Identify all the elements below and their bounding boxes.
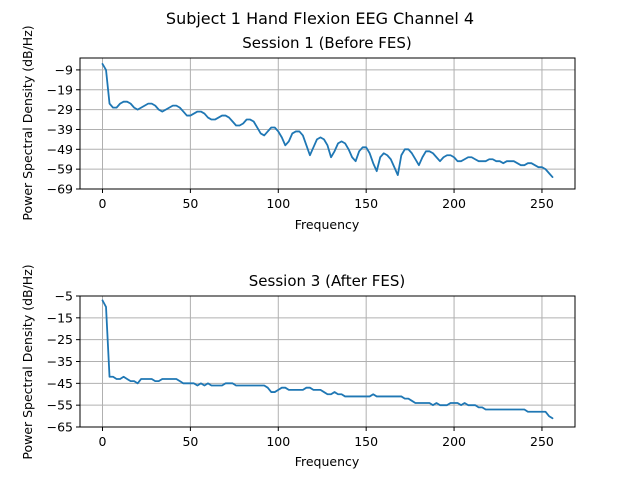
x-tick-label-session-1-2: 100 <box>266 196 290 211</box>
x-tick-label-session-3-4: 200 <box>442 434 466 449</box>
y-tick-label-session-3-2: −25 <box>47 332 73 347</box>
ticks-session-3: 0 50 100 150 200 250 −5 −15 −25 −35 −45 −55 −65 <box>47 289 554 450</box>
x-tick-label-session-3-0: 0 <box>99 434 107 449</box>
y-axis-label-session-1: Power Spectral Density (dB/Hz) <box>20 25 35 220</box>
x-tick-label-session-1-1: 50 <box>182 196 198 211</box>
chart-title-session-3: Session 3 (After FES) <box>249 272 405 290</box>
y-tick-label-session-1-5: −59 <box>47 162 73 177</box>
x-tick-label-session-3-2: 100 <box>266 434 290 449</box>
figure-suptitle: Subject 1 Hand Flexion EEG Channel 4 <box>166 9 474 28</box>
x-tick-label-session-1-5: 250 <box>530 196 554 211</box>
plot-frame-session-3 <box>79 295 576 428</box>
y-tick-label-session-3-6: −65 <box>47 420 73 435</box>
y-tick-label-session-3-0: −5 <box>55 289 73 304</box>
x-tick-label-session-1-4: 200 <box>442 196 466 211</box>
y-tick-label-session-1-6: −69 <box>47 182 73 197</box>
chart-panel-session-3: Session 3 (After FES) 0 50 100 150 200 250 −5 −… <box>20 264 576 469</box>
x-tick-label-session-1-3: 150 <box>354 196 378 211</box>
grid-session-1 <box>80 58 575 190</box>
y-tick-label-session-1-2: −29 <box>47 102 73 117</box>
chart-panel-session-1: Session 1 (Before FES) 0 50 100 150 200 250 −9… <box>20 25 576 232</box>
y-tick-label-session-3-1: −15 <box>47 310 73 325</box>
ticks-session-1: 0 50 100 150 200 250 −9 −19 −29 −39 −49 −59 −69 <box>47 62 554 211</box>
psd-line-session-3 <box>101 299 554 420</box>
y-tick-label-session-1-3: −39 <box>47 122 73 137</box>
chart-title-session-1: Session 1 (Before FES) <box>242 34 411 52</box>
x-tick-label-session-1-0: 0 <box>99 196 107 211</box>
y-tick-label-session-3-5: −55 <box>47 398 73 413</box>
x-axis-label-session-3: Frequency <box>295 454 360 469</box>
x-tick-label-session-3-3: 150 <box>354 434 378 449</box>
y-axis-label-session-3: Power Spectral Density (dB/Hz) <box>20 264 35 459</box>
grid-session-3 <box>80 295 575 428</box>
x-tick-label-session-3-5: 250 <box>530 434 554 449</box>
y-tick-label-session-1-1: −19 <box>47 82 73 97</box>
y-tick-label-session-1-0: −9 <box>55 62 73 77</box>
x-axis-label-session-1: Frequency <box>295 217 360 232</box>
plot-frame-session-1 <box>79 57 576 190</box>
x-tick-label-session-3-1: 50 <box>182 434 198 449</box>
psd-line-session-1 <box>101 63 554 178</box>
y-tick-label-session-1-4: −49 <box>47 142 73 157</box>
y-tick-label-session-3-4: −45 <box>47 376 73 391</box>
y-tick-label-session-3-3: −35 <box>47 354 73 369</box>
